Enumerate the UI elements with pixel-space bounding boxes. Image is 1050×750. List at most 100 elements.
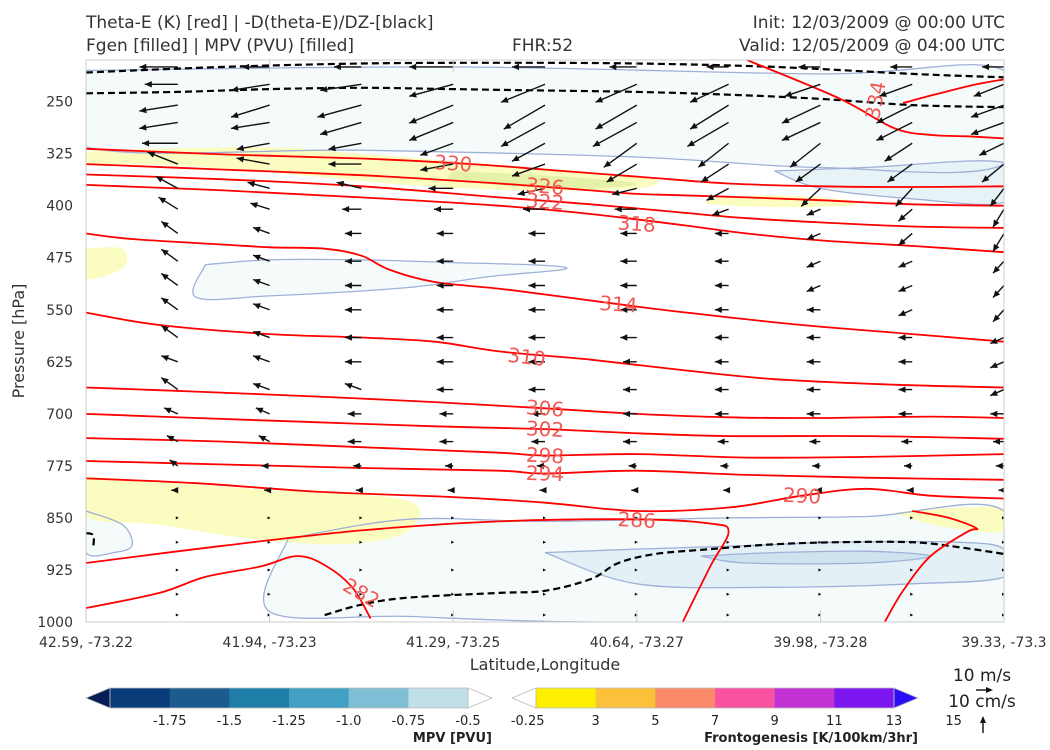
wind-vector	[620, 258, 637, 265]
wind-vector	[543, 540, 546, 544]
wind-vector	[884, 142, 913, 162]
wind-vector	[634, 568, 638, 572]
wind-vector	[439, 438, 454, 445]
colorbar-swatch	[715, 688, 776, 708]
theta-e-contour	[86, 413, 1004, 440]
wind-vector	[236, 156, 270, 165]
colorbar-swatch	[408, 688, 469, 708]
y-tick-label: 475	[46, 251, 73, 267]
theta-e-contour-label: 290	[782, 483, 821, 509]
theta-e-contour-label: 298	[525, 442, 564, 468]
colorbar-title: MPV [PVU]	[413, 731, 492, 746]
wind-vector	[258, 434, 270, 443]
wind-vector	[620, 230, 637, 237]
wind-vector	[818, 568, 822, 572]
wind-vector	[267, 540, 271, 544]
theta-e-contour-label: 302	[525, 416, 564, 442]
wind-vector	[898, 386, 913, 393]
wind-vector	[634, 516, 638, 520]
wind-vector	[798, 63, 821, 71]
wind-vector	[347, 438, 362, 445]
wind-vector	[344, 306, 362, 313]
wind-vector	[523, 206, 545, 213]
wind-vector	[989, 336, 1004, 345]
colorbar-swatch	[169, 688, 230, 708]
colorbar-swatch	[289, 688, 350, 708]
frontogenesis-filled-region	[86, 247, 128, 280]
wind-vector	[252, 355, 270, 363]
wind-vector	[169, 459, 179, 467]
wind-vector	[595, 83, 638, 103]
y-tick-label: 925	[46, 563, 73, 579]
wind-vector	[139, 104, 178, 114]
wind-vector	[906, 487, 914, 494]
frontogenesis-filled-region	[86, 476, 421, 545]
colorbar-swatch	[110, 688, 171, 708]
wind-vector	[359, 516, 363, 520]
wind-vector	[160, 272, 179, 287]
wind-vector	[230, 121, 270, 131]
wind-reference-horizontal-arrowhead	[986, 687, 993, 693]
wind-vector	[433, 206, 454, 213]
stability-contour	[86, 61, 1004, 79]
wind-vector	[620, 334, 637, 341]
wind-vector	[812, 462, 821, 470]
wind-vector	[230, 83, 270, 93]
wind-vector	[419, 142, 454, 156]
wind-vector	[903, 462, 913, 470]
x-axis-label: Latitude,Longitude	[470, 655, 621, 674]
wind-vector	[252, 330, 270, 339]
wind-vector	[512, 63, 545, 71]
wind-vector	[139, 63, 178, 71]
wind-vector	[409, 63, 454, 71]
wind-vector	[611, 187, 637, 196]
wind-vector	[528, 306, 545, 313]
theta-e-contour-label: 318	[617, 210, 657, 237]
colorbar-swatch	[774, 688, 835, 708]
wind-vector	[990, 410, 1004, 418]
wind-vector	[714, 410, 729, 418]
wind-vector	[528, 334, 545, 341]
theta-e-contour	[86, 555, 372, 619]
wind-vector	[800, 187, 821, 207]
theta-e-contour-label: 326	[525, 173, 565, 200]
wind-vector	[142, 140, 178, 147]
wind-vector	[901, 438, 913, 445]
colorbar-extend-low	[510, 687, 537, 709]
wind-vector	[978, 142, 1004, 156]
wind-vector	[267, 516, 271, 520]
wind-vector	[436, 258, 454, 265]
wind-vector	[528, 358, 545, 365]
wind-vector	[242, 63, 270, 71]
wind-vector	[623, 410, 637, 418]
colorbar-tick-label: -1.75	[153, 714, 187, 729]
wind-vector	[706, 187, 729, 201]
y-tick-label: 325	[46, 147, 73, 163]
wind-vector	[536, 462, 545, 470]
wind-vector	[252, 254, 270, 262]
wind-vector	[139, 121, 178, 131]
wind-vector	[451, 568, 455, 572]
wind-vector	[320, 83, 362, 93]
chart-title-line-2: Fgen [filled] | MPV (PVU) [filled]	[86, 36, 355, 56]
stability-contour	[86, 86, 1004, 109]
wind-vector	[720, 462, 729, 470]
wind-vector	[876, 104, 913, 124]
wind-vector	[689, 83, 729, 103]
colorbar-tick-label: -1.5	[217, 714, 242, 729]
wind-vector	[428, 185, 454, 192]
wind-vector	[714, 306, 729, 313]
wind-vector	[451, 592, 455, 596]
wind-vector	[806, 358, 821, 365]
theta-e-contour	[746, 60, 1004, 140]
wind-vector	[166, 434, 179, 443]
wind-vector	[317, 104, 362, 119]
colorbar-tick-label: 9	[771, 714, 779, 729]
wind-vector	[876, 121, 913, 142]
wind-vector	[175, 516, 179, 520]
wind-vector	[511, 142, 546, 162]
mpv-filled-region	[774, 160, 1004, 205]
wind-vector	[981, 163, 1004, 183]
wind-vector	[781, 121, 821, 142]
wind-vector	[631, 487, 639, 494]
